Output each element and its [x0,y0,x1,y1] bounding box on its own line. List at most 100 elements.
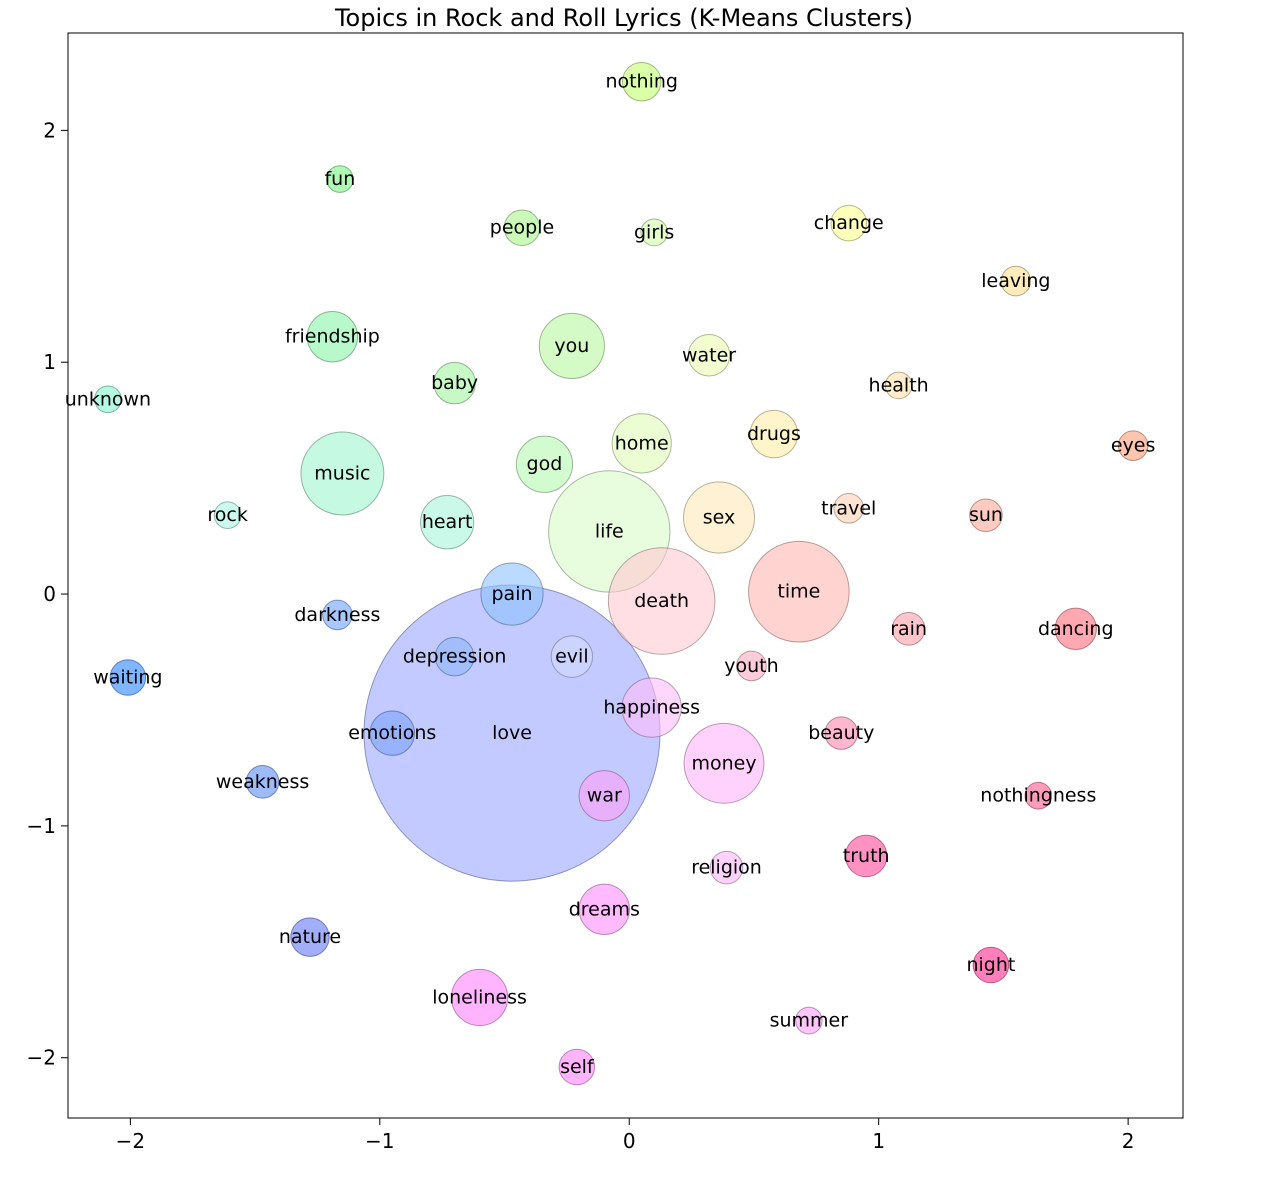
bubble-death [607,547,716,655]
bubble-label-travel: travel [821,497,876,519]
bubble-girls [640,218,669,247]
bubble-religion [709,850,744,885]
bubble-label-leaving: leaving [981,270,1050,292]
x-tick-label: 2 [1122,1129,1135,1153]
bubble-beauty [824,716,859,750]
bubble-label-baby: baby [431,372,478,394]
bubble-label-truth: truth [843,845,890,867]
bubble-label-god: god [527,453,563,475]
bubble-label-nothing: nothing [605,71,678,93]
bubble-depression [434,636,475,677]
bubble-sex [683,481,756,554]
bubble-you [538,312,605,380]
x-tick-label: −2 [116,1129,145,1153]
bubble-summer [795,1006,823,1035]
bubble-label-money: money [691,752,756,774]
bubble-label-change: change [814,212,884,234]
x-tick-label: 0 [623,1129,636,1153]
bubble-label-heart: heart [422,511,473,533]
x-tick-label: −1 [365,1129,394,1153]
bubble-label-you: you [554,335,589,357]
bubble-travel [833,492,865,524]
bubble-youth [736,650,767,682]
bubble-label-rain: rain [890,618,927,640]
bubble-label-water: water [682,344,736,366]
bubble-label-people: people [490,217,554,239]
bubble-label-dancing: dancing [1038,618,1114,640]
bubble-label-summer: summer [770,1010,849,1032]
bubble-nothingness [1024,781,1053,810]
bubble-home [611,413,672,474]
bubble-baby [433,361,476,405]
bubble-night [972,946,1010,984]
bubble-change [830,204,868,242]
bubble-label-nothingness: nothingness [980,785,1096,807]
bubble-label-fun: fun [324,168,355,190]
bubble-eyes [1117,430,1149,461]
bubble-label-friendship: friendship [285,326,380,348]
bubble-heart [420,495,475,550]
bubble-music [300,431,385,516]
bubble-nature [290,917,330,957]
bubble-sun [969,498,1003,533]
bubble-self [558,1048,596,1086]
bubble-weakness [245,765,280,799]
bubble-leaving [1000,265,1032,297]
bubble-label-self: self [560,1056,595,1078]
bubble-pain [480,562,544,626]
bubble-label-health: health [869,374,929,396]
bubble-rain [891,612,926,646]
bubble-label-waiting: waiting [93,667,162,689]
bubble-label-love: love [492,722,532,744]
bubble-nothing [621,61,662,102]
bubble-label-depression: depression [403,646,507,668]
bubble-label-loneliness: loneliness [432,986,527,1008]
bubble-label-home: home [615,432,669,454]
bubble-label-war: war [587,785,622,807]
bubble-label-death: death [634,590,689,612]
bubble-evil [550,635,594,678]
bubble-label-nature: nature [279,926,341,948]
bubble-label-life: life [595,520,624,542]
bubble-label-eyes: eyes [1111,435,1156,457]
bubble-god [515,435,574,493]
bubble-label-happiness: happiness [603,697,700,719]
bubble-health [884,371,913,400]
bubble-happiness [621,677,682,738]
plot-frame [67,32,1184,1119]
bubble-fun [326,165,354,193]
bubble-dancing [1054,607,1097,651]
bubble-drugs [749,409,799,459]
bubble-label-drugs: drugs [747,423,801,445]
bubble-time [748,540,850,643]
bubble-label-time: time [777,581,820,603]
bubble-rock [213,501,242,530]
label-layer: love life death time music money you sex pain hap… [65,71,1156,1078]
x-tick-label: 1 [872,1129,885,1153]
bubble-emotions [369,710,415,756]
bubble-dreams [578,883,630,936]
bubble-label-sex: sex [703,507,736,529]
bubble-label-beauty: beauty [808,722,874,744]
bubble-label-youth: youth [724,655,778,677]
y-tick-label: 2 [43,118,56,142]
y-tick-label: 0 [43,582,56,606]
bubble-label-emotions: emotions [348,722,436,744]
bubble-unknown [94,385,122,414]
x-axis: −2 −1 0 1 2 [116,1118,1135,1153]
bubble-darkness [322,599,353,631]
bubble-label-music: music [314,462,370,484]
y-tick-label: 1 [43,350,56,374]
bubble-label-girls: girls [634,221,674,243]
bubble-label-night: night [966,954,1015,976]
bubble-water [687,334,731,377]
bubble-layer [94,61,1149,1086]
bubble-label-dreams: dreams [569,898,640,920]
bubble-label-pain: pain [491,583,532,605]
bubble-label-religion: religion [691,857,762,879]
y-axis: −2 −1 0 1 2 [27,118,68,1070]
bubble-friendship [306,311,359,363]
bubble-money [683,722,765,804]
bubble-label-rock: rock [207,504,247,526]
